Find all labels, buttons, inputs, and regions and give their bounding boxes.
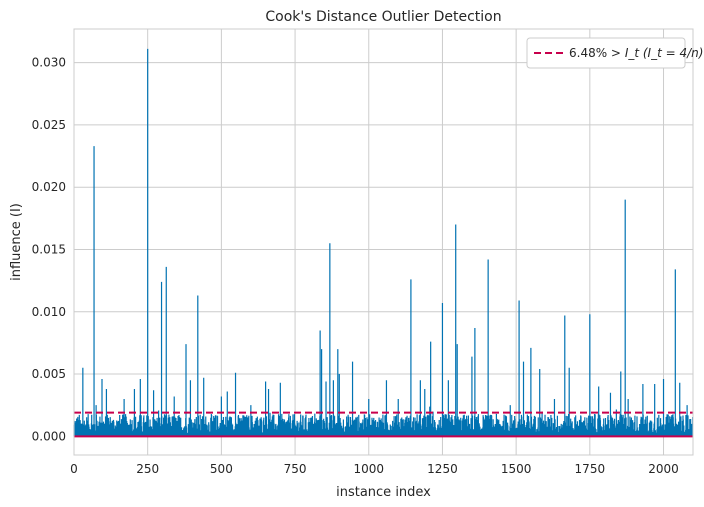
y-tick-label: 0.025 [32, 118, 66, 132]
x-tick-label: 0 [70, 462, 78, 476]
x-axis-title: instance index [336, 485, 431, 500]
chart-title: Cook's Distance Outlier Detection [265, 9, 501, 25]
y-tick-label: 0.000 [32, 429, 66, 443]
legend-prefix: 6.48% > [569, 46, 625, 60]
legend-label: 6.48% > I_t (I_t = 4/n) [569, 46, 703, 60]
legend-math-label: I_t (I_t = 4/n) [625, 46, 704, 60]
y-axis-ticks: 0.000 0.005 0.010 0.015 0.020 0.025 0.030 [32, 56, 66, 444]
y-tick-label: 0.020 [32, 180, 66, 194]
y-tick-label: 0.010 [32, 305, 66, 319]
y-tick-label: 0.015 [32, 242, 66, 256]
y-tick-label: 0.005 [32, 367, 66, 381]
plot-frame [73, 28, 694, 456]
legend: 6.48% > I_t (I_t = 4/n) [526, 37, 703, 69]
x-tick-label: 1250 [427, 462, 458, 476]
y-axis-title: influence (I) [9, 203, 24, 281]
x-tick-label: 2000 [648, 462, 679, 476]
legend-box [526, 37, 686, 69]
x-tick-label: 1000 [353, 462, 384, 476]
x-tick-label: 500 [210, 462, 233, 476]
y-tick-label: 0.030 [32, 56, 66, 70]
x-tick-label: 1750 [575, 462, 606, 476]
x-tick-label: 750 [284, 462, 307, 476]
x-axis-ticks: 0 250 500 750 1000 1250 1500 1750 2000 [70, 462, 679, 476]
x-tick-label: 250 [136, 462, 159, 476]
x-tick-label: 1500 [501, 462, 532, 476]
